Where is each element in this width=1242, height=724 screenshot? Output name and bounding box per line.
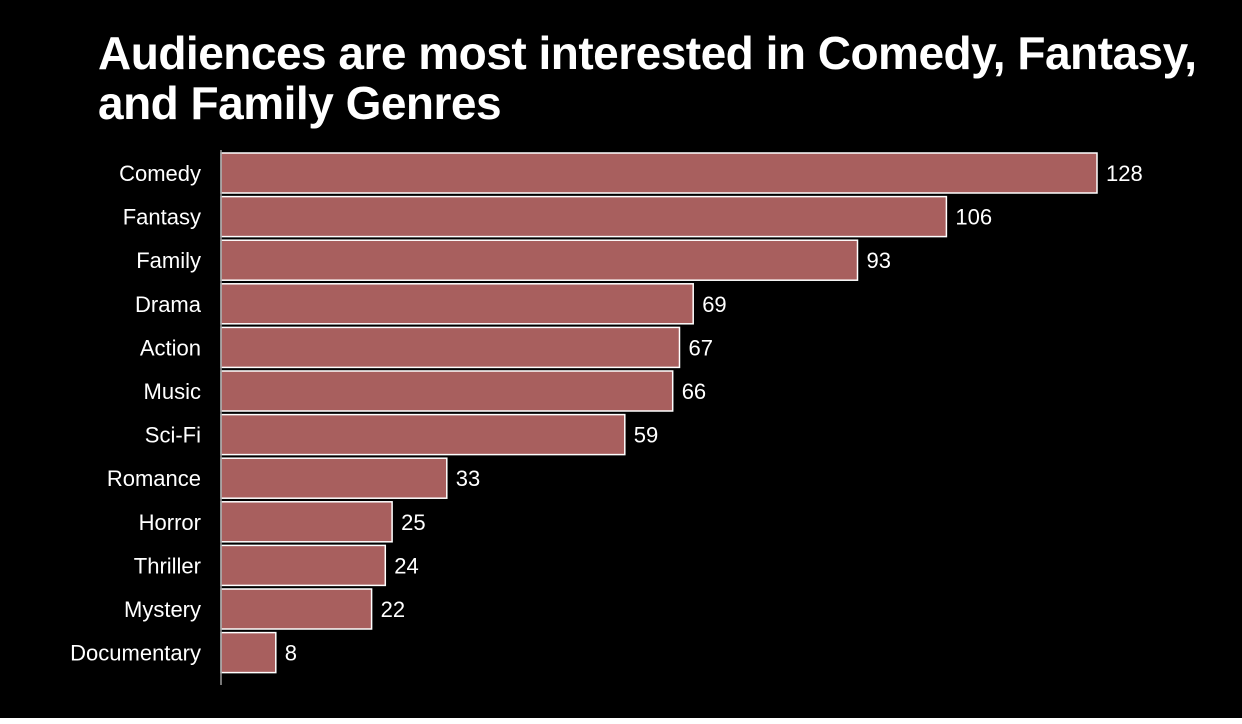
- category-label-thriller: Thriller: [134, 553, 201, 578]
- chart-title: Audiences are most interested in Comedy,…: [98, 27, 1197, 129]
- value-label-sci-fi: 59: [634, 423, 658, 448]
- value-label-family: 93: [867, 248, 891, 273]
- bar-horror: [220, 501, 393, 543]
- bar-music: [220, 370, 674, 412]
- category-label-sci-fi: Sci-Fi: [145, 423, 201, 448]
- bar-mystery: [220, 588, 373, 630]
- bar-family: [220, 239, 859, 281]
- value-label-romance: 33: [456, 466, 480, 491]
- category-label-family: Family: [136, 248, 201, 273]
- category-label-action: Action: [140, 335, 201, 360]
- value-label-music: 66: [682, 379, 706, 404]
- bar-action: [220, 326, 681, 369]
- bar-sci-fi: [220, 413, 626, 456]
- category-label-music: Music: [144, 379, 201, 404]
- category-label-drama: Drama: [135, 292, 202, 317]
- bar-documentary: [220, 631, 277, 674]
- bar-comedy: [220, 152, 1098, 194]
- value-label-thriller: 24: [394, 553, 418, 578]
- value-label-comedy: 128: [1106, 161, 1143, 186]
- bar-thriller: [220, 544, 387, 587]
- value-label-fantasy: 106: [955, 205, 992, 230]
- value-label-action: 67: [689, 335, 713, 360]
- value-label-horror: 25: [401, 510, 425, 535]
- category-label-romance: Romance: [107, 466, 201, 491]
- category-label-horror: Horror: [139, 510, 201, 535]
- category-label-documentary: Documentary: [70, 641, 201, 666]
- bottom-border: [0, 718, 1242, 724]
- bar-drama: [220, 283, 694, 325]
- bar-romance: [220, 457, 448, 499]
- value-label-drama: 69: [702, 292, 726, 317]
- category-label-fantasy: Fantasy: [123, 205, 201, 230]
- category-label-mystery: Mystery: [124, 597, 201, 622]
- value-label-mystery: 22: [381, 597, 405, 622]
- bar-fantasy: [220, 195, 948, 238]
- value-label-documentary: 8: [285, 641, 297, 666]
- category-label-comedy: Comedy: [119, 161, 201, 186]
